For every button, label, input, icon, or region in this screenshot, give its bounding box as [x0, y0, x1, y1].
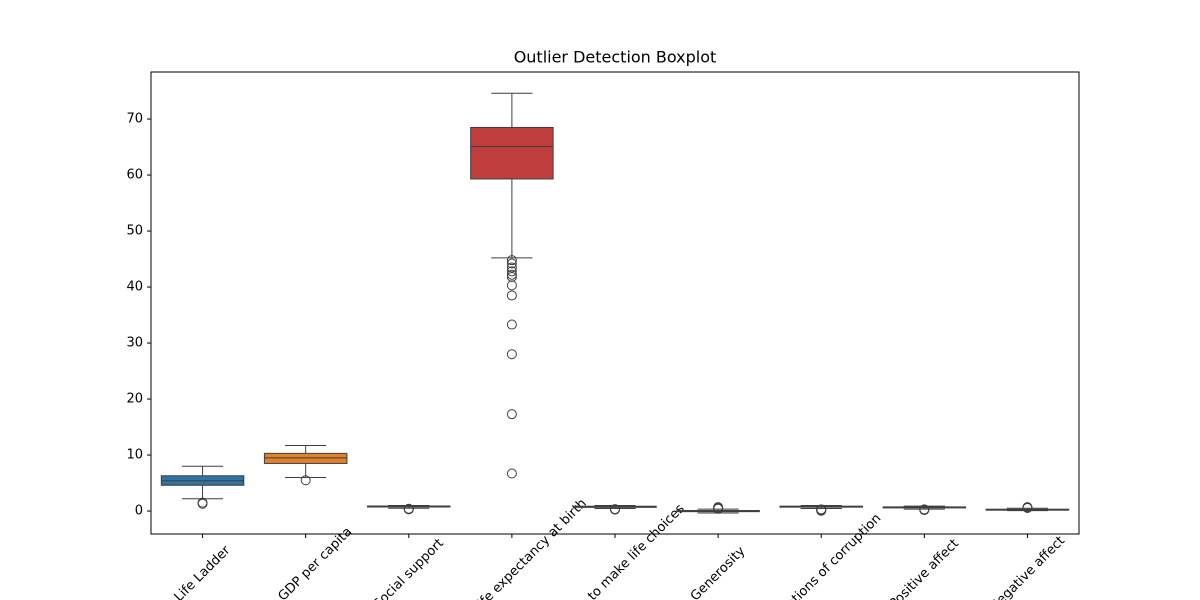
outlier: [506, 255, 517, 266]
outlier: [1022, 502, 1033, 513]
box: [263, 452, 348, 464]
outlier: [506, 468, 517, 479]
y-tick-label: 60: [126, 168, 143, 183]
outlier: [506, 266, 517, 277]
outlier: [506, 262, 517, 273]
y-tick-label: 50: [126, 224, 143, 239]
y-tick-label: 0: [135, 504, 143, 519]
outlier: [506, 271, 517, 282]
x-tick-label: Healthy life expectancy at birth: [434, 496, 590, 600]
x-tick-label: Positive affect: [887, 536, 962, 600]
box: [470, 126, 554, 180]
outlier: [506, 258, 517, 269]
outlier: [919, 504, 930, 515]
outlier: [506, 290, 517, 301]
plot-frame: [150, 71, 1080, 535]
y-tick-label: 10: [126, 448, 143, 463]
x-tick-label: Life Ladder: [172, 543, 234, 600]
outlier: [506, 269, 517, 280]
y-tick-label: 40: [126, 280, 143, 295]
outlier: [713, 502, 724, 513]
outlier: [506, 280, 517, 291]
x-tick-label: Perceptions of corruption: [758, 511, 884, 600]
outlier: [816, 504, 827, 515]
outlier: [610, 504, 620, 515]
x-tick-label: Social support: [371, 536, 447, 600]
y-tick-label: 20: [126, 392, 143, 407]
outlier: [197, 497, 208, 508]
x-tick-label: Generosity: [688, 544, 749, 600]
outlier: [403, 503, 414, 514]
outlier: [300, 475, 311, 486]
y-tick-label: 30: [126, 336, 143, 351]
outlier: [506, 349, 517, 360]
outlier: [506, 409, 517, 420]
y-tick-label: 70: [126, 112, 143, 127]
chart-title: Outlier Detection Boxplot: [514, 48, 717, 67]
outlier: [506, 319, 517, 330]
x-tick-label: Negative affect: [987, 533, 1068, 600]
